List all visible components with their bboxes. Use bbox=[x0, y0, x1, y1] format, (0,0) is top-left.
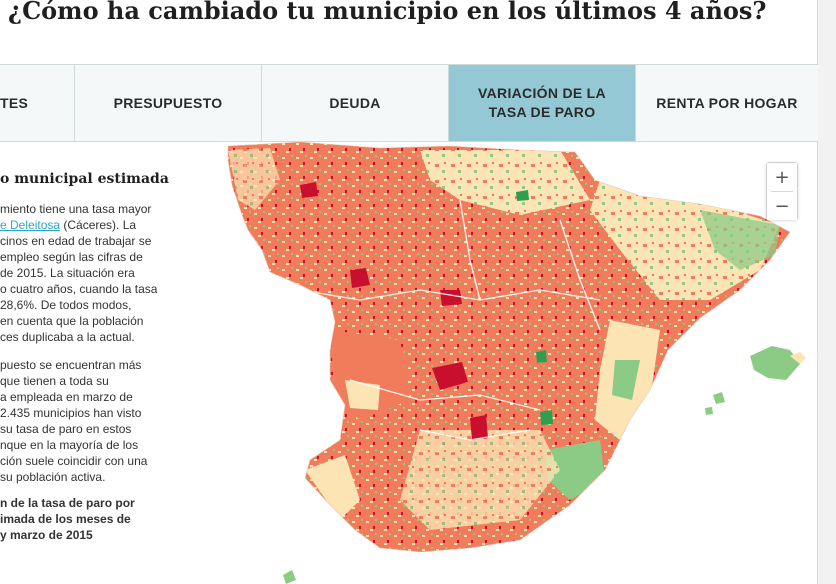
text-fragment: (Cáceres). La bbox=[60, 218, 137, 232]
page-title: ¿Cómo ha cambiado tu municipio en los úl… bbox=[8, 0, 767, 25]
balearic-ibiza[interactable] bbox=[713, 392, 725, 404]
info-panel: o municipal estimada miento tiene una ta… bbox=[0, 160, 170, 580]
tab-partial[interactable]: TES bbox=[0, 65, 75, 141]
choropleth-map[interactable] bbox=[220, 141, 817, 584]
zoom-in-button[interactable]: + bbox=[767, 163, 797, 191]
caption-line: y marzo de 2015 bbox=[0, 528, 93, 542]
tab-variacion-tasa-paro[interactable]: VARIACIÓN DE LA TASA DE PARO bbox=[449, 65, 636, 141]
text-line: su población activa. bbox=[0, 470, 106, 484]
text-line: e Deleitosa (Cáceres). La bbox=[0, 217, 170, 233]
tab-renta-por-hogar[interactable]: RENTA POR HOGAR bbox=[636, 65, 818, 141]
zoom-divider bbox=[771, 191, 793, 192]
caption-line: n de la tasa de paro por bbox=[0, 496, 135, 510]
page-scrollbar[interactable] bbox=[817, 0, 836, 584]
text-line: a empleada en marzo de bbox=[0, 390, 133, 404]
zoom-control: + − bbox=[766, 162, 798, 220]
text-line: miento tiene una tasa mayor bbox=[0, 202, 152, 216]
tab-label: RENTA POR HOGAR bbox=[656, 94, 798, 111]
tab-label: PRESUPUESTO bbox=[113, 94, 223, 111]
panel-paragraph-2: puesto se encuentran más que tienen a to… bbox=[0, 357, 170, 485]
text-line: que tienen a toda su bbox=[0, 374, 109, 388]
tab-deuda[interactable]: DEUDA bbox=[262, 65, 449, 141]
tab-label: VARIACIÓN DE LA TASA DE PARO bbox=[478, 85, 606, 120]
tab-bar: TES PRESUPUESTO DEUDA VARIACIÓN DE LA TA… bbox=[0, 64, 818, 142]
panel-heading: o municipal estimada bbox=[0, 171, 169, 187]
balearic-mallorca[interactable] bbox=[750, 346, 800, 380]
text-line: de 2015. La situación era bbox=[0, 266, 135, 280]
text-line: nque en la mayoría de los bbox=[0, 438, 139, 452]
tab-label: DEUDA bbox=[329, 94, 381, 111]
text-line: en cuenta que la población bbox=[0, 314, 144, 328]
map-svg[interactable] bbox=[220, 141, 817, 584]
text-line: empleo según las cifras de bbox=[0, 250, 143, 264]
municipality-link[interactable]: e Deleitosa bbox=[0, 218, 61, 232]
panel-paragraph-1: miento tiene una tasa mayor e Deleitosa … bbox=[0, 201, 170, 345]
text-line: 2.435 municipios han visto bbox=[0, 406, 142, 420]
tab-label: TES bbox=[0, 94, 29, 111]
text-line: puesto se encuentran más bbox=[0, 358, 142, 372]
zoom-out-button[interactable]: − bbox=[767, 192, 797, 220]
text-line: ces duplicaba a la actual. bbox=[0, 330, 135, 344]
text-line: su tasa de paro en estos bbox=[0, 422, 132, 436]
text-line: 28,6%. De todos modos, bbox=[0, 298, 132, 312]
text-line: ción suele coincidir con una bbox=[0, 454, 148, 468]
map-caption: n de la tasa de paro por imada de los me… bbox=[0, 495, 170, 543]
map-regions[interactable] bbox=[220, 142, 817, 584]
text-line: o cuatro años, cuando la tasa bbox=[0, 282, 158, 296]
text-line: cinos en edad de trabajar se bbox=[0, 234, 152, 248]
tab-presupuesto[interactable]: PRESUPUESTO bbox=[75, 65, 262, 141]
caption-line: imada de los meses de bbox=[0, 512, 131, 526]
